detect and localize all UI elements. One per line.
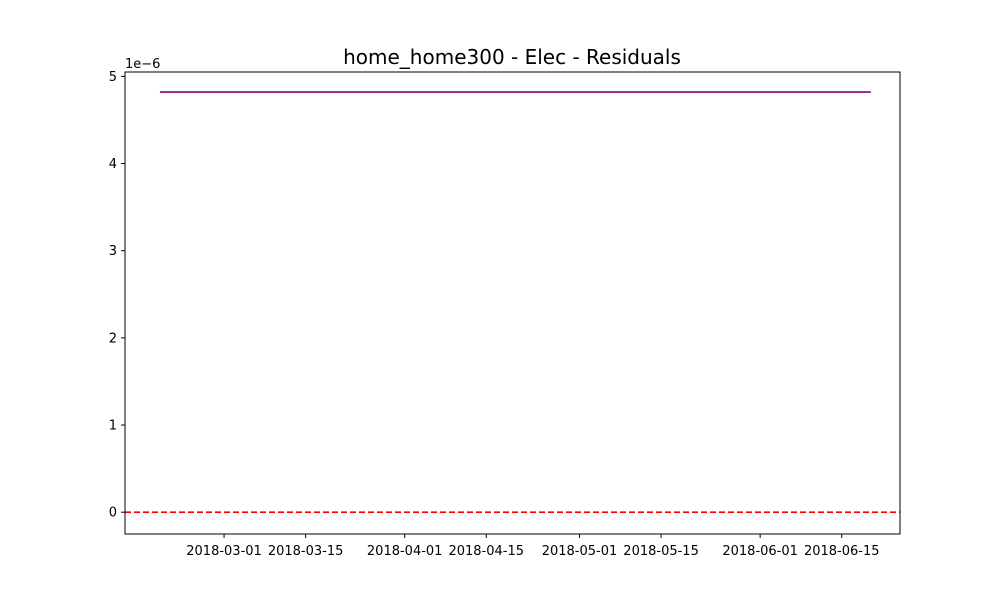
x-tick-label: 2018-03-01 — [186, 544, 262, 559]
x-tick-label: 2018-05-15 — [623, 544, 699, 559]
x-tick-label: 2018-04-15 — [448, 544, 524, 559]
axes: 0 1 2 3 4 5 2018-03-01 2018-03-15 2018-04-01 2018… — [109, 70, 880, 559]
x-tick-label: 2018-03-15 — [268, 544, 344, 559]
y-tick-label: 0 — [109, 506, 117, 521]
y-tick-label: 1 — [109, 419, 117, 434]
x-tick-label: 2018-05-01 — [542, 544, 618, 559]
x-tick-label: 2018-04-01 — [367, 544, 443, 559]
plot-frame — [124, 71, 901, 535]
y-tick-label: 5 — [109, 70, 117, 85]
y-tick-label: 2 — [109, 331, 117, 346]
plot-area — [125, 91, 900, 514]
y-scale-label: 1e−6 — [125, 57, 160, 72]
y-tick-label: 4 — [109, 157, 117, 172]
x-tick-label: 2018-06-01 — [722, 544, 798, 559]
y-tick-label: 3 — [109, 244, 117, 259]
x-tick-label: 2018-06-15 — [804, 544, 880, 559]
chart-title: home_home300 - Elec - Residuals — [343, 45, 681, 69]
